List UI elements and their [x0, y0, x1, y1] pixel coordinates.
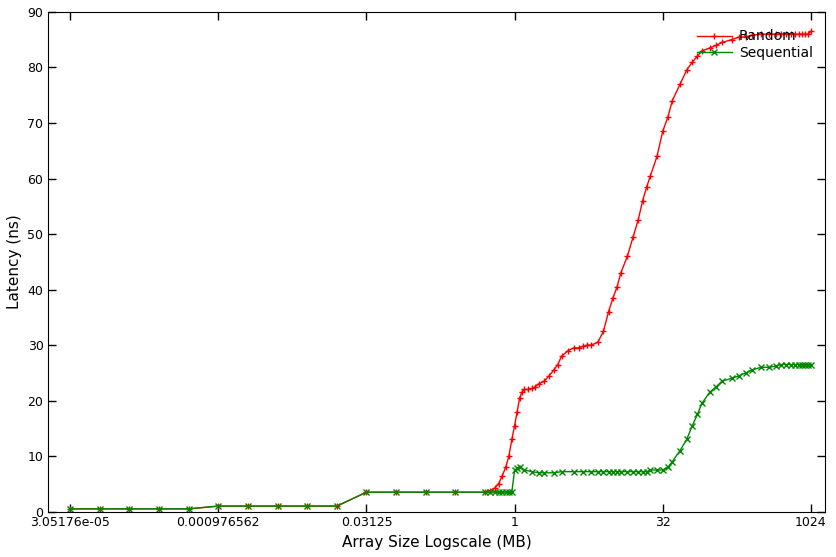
- Sequential: [485, 489, 495, 496]
- Line: Random: Random: [67, 28, 814, 512]
- Random: [501, 464, 511, 471]
- Sequential: [776, 361, 786, 368]
- Sequential: [65, 506, 75, 512]
- Y-axis label: Latency (ns): Latency (ns): [7, 214, 22, 309]
- Random: [717, 39, 727, 46]
- Random: [65, 506, 75, 512]
- X-axis label: Array Size Logscale (MB): Array Size Logscale (MB): [342, 535, 532, 550]
- Sequential: [806, 361, 816, 368]
- Line: Sequential: Sequential: [67, 361, 814, 512]
- Sequential: [490, 489, 500, 496]
- Legend: Random, Sequential: Random, Sequential: [691, 24, 818, 66]
- Random: [705, 45, 715, 51]
- Sequential: [515, 464, 525, 471]
- Random: [806, 28, 816, 35]
- Random: [512, 408, 522, 415]
- Random: [573, 345, 584, 351]
- Sequential: [628, 468, 638, 475]
- Random: [510, 422, 520, 429]
- Sequential: [786, 361, 796, 368]
- Sequential: [622, 468, 632, 475]
